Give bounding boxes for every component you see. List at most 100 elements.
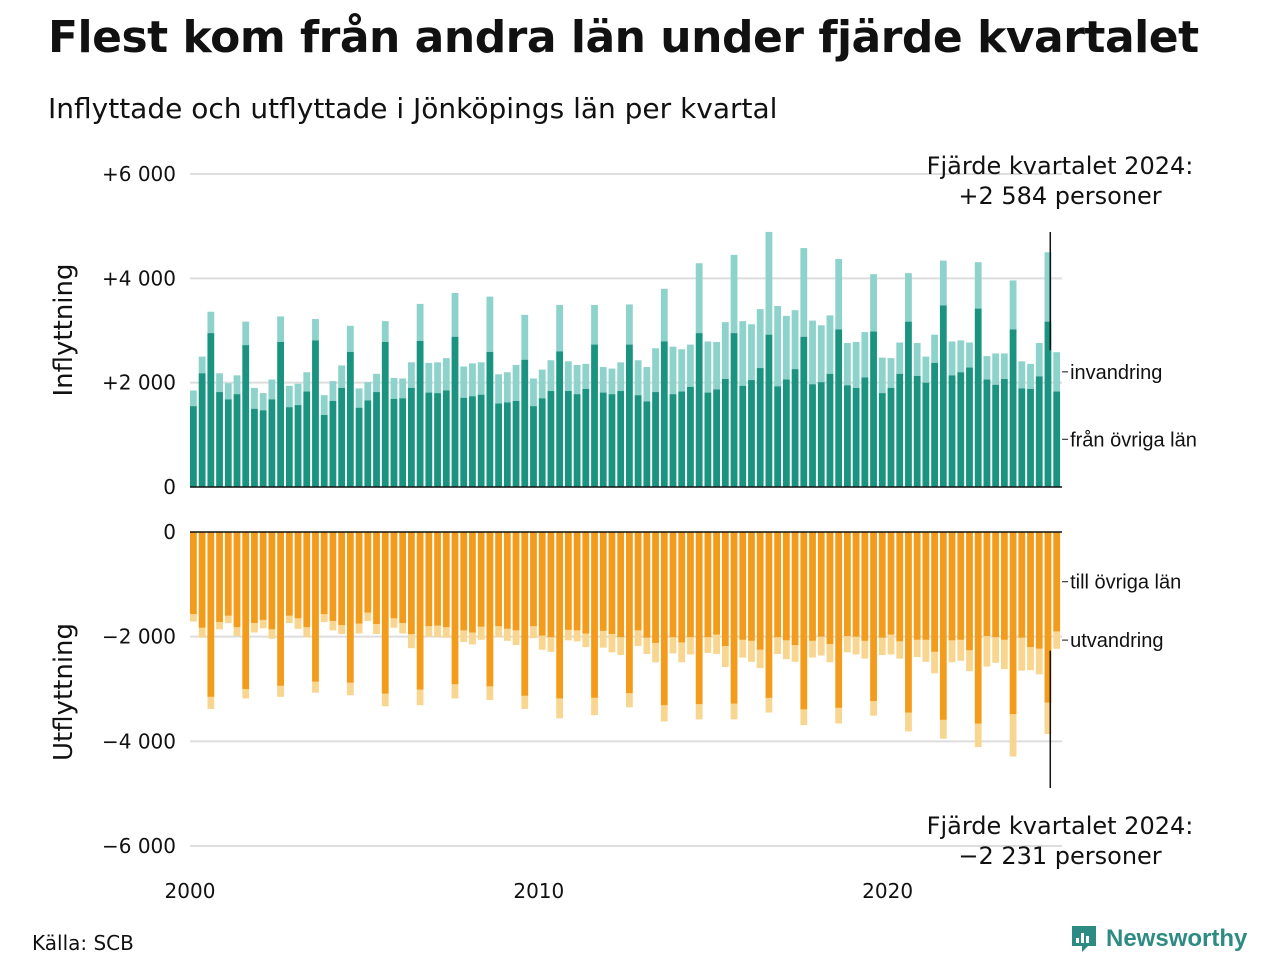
bars [190,231,1061,757]
bar-emigration [634,630,642,647]
bar-from-other-counties [190,406,197,487]
y-tick-label: 0 [163,475,176,499]
bar-from-other-counties [373,392,380,487]
bar-from-other-counties [992,384,1000,487]
bar-to-other-counties [503,532,511,629]
bar-emigration [905,712,912,732]
bar-immigration [739,321,747,386]
bar-from-other-counties [608,394,616,487]
bar-to-other-counties [652,532,659,643]
bar-from-other-counties [826,373,834,487]
bar-from-other-counties [346,351,354,487]
bar-immigration [756,309,764,369]
bar-from-other-counties [809,384,816,487]
bar-from-other-counties [207,333,215,487]
bar-immigration [1053,352,1061,392]
bar-from-other-counties [259,410,267,487]
brand-logo[interactable]: Newsworthy [1070,924,1247,954]
bar-from-other-counties [974,308,982,487]
bar-immigration [1044,252,1052,322]
bar-immigration [573,364,581,395]
bar-from-other-counties [1009,329,1017,487]
bar-from-other-counties [294,405,302,487]
bar-emigration [608,634,616,653]
bar-immigration [608,368,616,395]
brand-name: Newsworthy [1106,925,1248,952]
bar-emigration [259,619,267,629]
bar-emigration [303,627,311,638]
bar-emigration [756,649,764,669]
bar-emigration [730,703,738,720]
bar-to-other-counties [922,532,930,640]
bar-immigration [931,334,939,363]
bar-immigration [730,254,738,334]
bar-emigration [878,637,886,655]
bar-immigration [591,304,598,345]
bar-emigration [312,681,319,693]
bar-emigration [791,645,799,662]
bar-immigration [782,315,790,380]
bar-immigration [329,381,337,401]
bar-to-other-counties [259,532,267,620]
bar-from-other-counties [966,367,973,487]
bar-emigration [399,623,407,634]
bar-emigration [416,689,424,706]
bar-from-other-counties [835,329,843,487]
bar-to-other-counties [931,532,939,652]
bar-from-other-counties [800,336,808,487]
bar-from-other-counties [721,379,729,487]
bar-immigration [390,377,398,399]
bar-emigration [765,697,773,713]
x-tick-label: 2000 [165,879,216,903]
bar-to-other-counties [713,532,721,635]
bar-immigration [355,388,363,408]
bar-immigration [939,260,947,306]
bar-emigration [1035,648,1043,675]
bar-immigration [416,303,424,341]
bar-immigration [224,383,232,400]
bar-immigration [538,369,546,399]
bar-from-other-counties [852,387,860,487]
bar-immigration [913,343,921,376]
bar-emigration [1027,647,1034,671]
bar-to-other-counties [695,532,703,705]
bar-immigration [626,304,633,345]
bar-emigration [669,637,677,654]
bar-to-other-counties [913,532,921,640]
bar-to-other-counties [268,532,276,630]
bar-from-other-counties [364,400,372,487]
bar-from-other-counties [233,394,241,487]
bar-from-other-counties [425,392,433,487]
chart-subtitle: Inflyttade och utflyttade i Jönköpings l… [48,92,778,125]
bar-from-other-counties [285,407,293,487]
bar-emigration [486,686,494,700]
bar-emigration [774,637,782,654]
bar-from-other-counties [643,401,651,487]
bar-from-other-counties [251,408,258,487]
bar-immigration [669,346,677,395]
bar-from-other-counties [416,340,424,487]
bar-from-other-counties [887,387,895,487]
bar-from-other-counties [582,388,590,487]
bar-emigration [556,698,564,719]
bar-to-other-counties [564,532,572,630]
bar-immigration [364,382,372,401]
bar-from-other-counties [277,341,285,487]
bar-emigration [1018,637,1026,671]
bar-immigration [521,314,529,360]
bar-immigration [285,385,293,408]
bar-immigration [434,362,441,394]
bar-to-other-counties [608,532,616,635]
bar-emigration [817,636,825,656]
bar-to-other-counties [251,532,258,624]
bar-immigration [948,341,956,376]
bar-from-other-counties [669,394,677,487]
y-tick-label: −6 000 [102,834,176,858]
bar-from-other-counties [748,380,755,487]
bar-immigration [905,273,912,322]
bar-to-other-counties [704,532,712,638]
legend-label: till övriga län [1070,572,1181,594]
bar-from-other-counties [652,392,659,487]
bar-from-other-counties [312,340,319,487]
